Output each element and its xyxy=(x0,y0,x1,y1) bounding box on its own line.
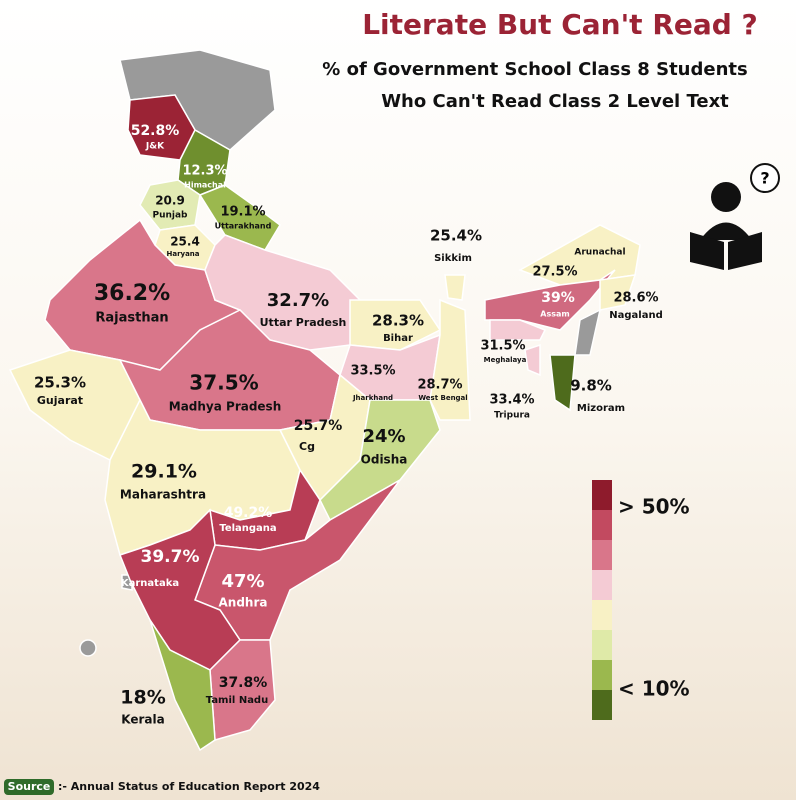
state-name: Jharkhand xyxy=(352,394,393,402)
state-value: 28.7% xyxy=(417,378,462,393)
state-value: 25.3% xyxy=(34,374,86,392)
state-region xyxy=(524,343,541,377)
state-region xyxy=(444,274,466,301)
state-value: 29.1% xyxy=(131,461,197,483)
state-name: Uttar Pradesh xyxy=(260,316,347,329)
state-name: Tripura xyxy=(494,411,530,421)
state-region xyxy=(429,298,471,421)
state-name: Meghalaya xyxy=(484,356,527,364)
state-name: Maharashtra xyxy=(120,488,206,502)
legend-high-label: > 50% xyxy=(618,495,690,519)
state-name: Madhya Pradesh xyxy=(169,400,282,414)
state-value: 25.4% xyxy=(430,227,482,245)
state-value: 32.7% xyxy=(267,290,329,311)
state-value: 37.5% xyxy=(189,371,258,395)
state-name: Cg xyxy=(299,440,315,453)
state-name: Tamil Nadu xyxy=(206,695,268,706)
state-value: 49.2% xyxy=(224,505,273,521)
legend-swatch xyxy=(592,690,612,720)
state-value: 52.8% xyxy=(131,123,180,139)
state-value: 28.3% xyxy=(372,312,424,330)
legend-swatch xyxy=(592,540,612,570)
state-region xyxy=(349,299,442,351)
state-value: 19.1% xyxy=(220,205,265,220)
state-value: 24% xyxy=(362,426,405,447)
state-value: 25.4 xyxy=(170,235,200,249)
state-name: Kerala xyxy=(121,713,164,727)
state-name: Uttarakhand xyxy=(215,222,272,231)
state-value: 33.4% xyxy=(489,393,534,408)
state-region xyxy=(489,319,547,341)
subtitle: Who Can't Read Class 2 Level Text xyxy=(381,91,729,112)
state-value: 18% xyxy=(120,687,165,709)
state-region xyxy=(549,354,576,412)
state-name: Haryana xyxy=(166,250,199,258)
state-region xyxy=(204,234,361,351)
state-name: Assam xyxy=(540,310,569,319)
legend-swatch xyxy=(592,570,612,600)
state-name: Bihar xyxy=(383,333,413,344)
state-value: 9.8% xyxy=(570,377,612,395)
legend-swatch xyxy=(592,660,612,690)
state-value: 37.8% xyxy=(219,675,268,691)
svg-text:?: ? xyxy=(760,169,769,188)
state-value: 39% xyxy=(541,290,575,306)
state-region xyxy=(599,274,637,311)
reader-icon: ? xyxy=(690,163,780,270)
legend-swatch xyxy=(592,630,612,660)
state-value: 36.2% xyxy=(94,281,170,306)
state-name: Mizoram xyxy=(577,403,625,414)
legend-low-label: < 10% xyxy=(618,677,690,701)
title: Literate But Can't Read ? xyxy=(362,8,758,41)
state-name: Andhra xyxy=(219,596,268,610)
state-name: Arunachal xyxy=(574,248,625,258)
state-value: 28.6% xyxy=(613,291,658,306)
state-name: Gujarat xyxy=(37,394,83,407)
state-value: 27.5% xyxy=(532,265,577,280)
state-region xyxy=(149,619,216,752)
source-badge xyxy=(4,779,54,795)
state-name: West Bengal xyxy=(418,394,467,402)
state-value: 47% xyxy=(221,571,264,592)
legend-swatch xyxy=(592,510,612,540)
legend-swatch xyxy=(592,600,612,630)
state-name: Nagaland xyxy=(609,310,662,321)
state-value: 25.7% xyxy=(294,418,343,434)
state-value: 20.9 xyxy=(155,194,185,208)
state-name: Punjab xyxy=(152,211,188,221)
state-name: Karnataka xyxy=(121,578,179,589)
state-value: 33.5% xyxy=(350,364,395,379)
state-name: J&K xyxy=(145,142,165,152)
state-name: Sikkim xyxy=(434,253,472,264)
legend-swatch xyxy=(592,480,612,510)
subtitle: % of Government School Class 8 Students xyxy=(322,59,747,80)
state-name: Rajasthan xyxy=(95,311,168,326)
state-name: Odisha xyxy=(361,453,408,467)
state-name: Himachal xyxy=(184,181,226,190)
state-value: 12.3% xyxy=(182,164,227,179)
source-text: :- Annual Status of Education Report 202… xyxy=(58,780,320,793)
state-value: 39.7% xyxy=(141,547,200,567)
state-value: 31.5% xyxy=(480,339,525,354)
source-badge-text: Source xyxy=(8,780,51,793)
state-name: Telangana xyxy=(219,523,276,534)
